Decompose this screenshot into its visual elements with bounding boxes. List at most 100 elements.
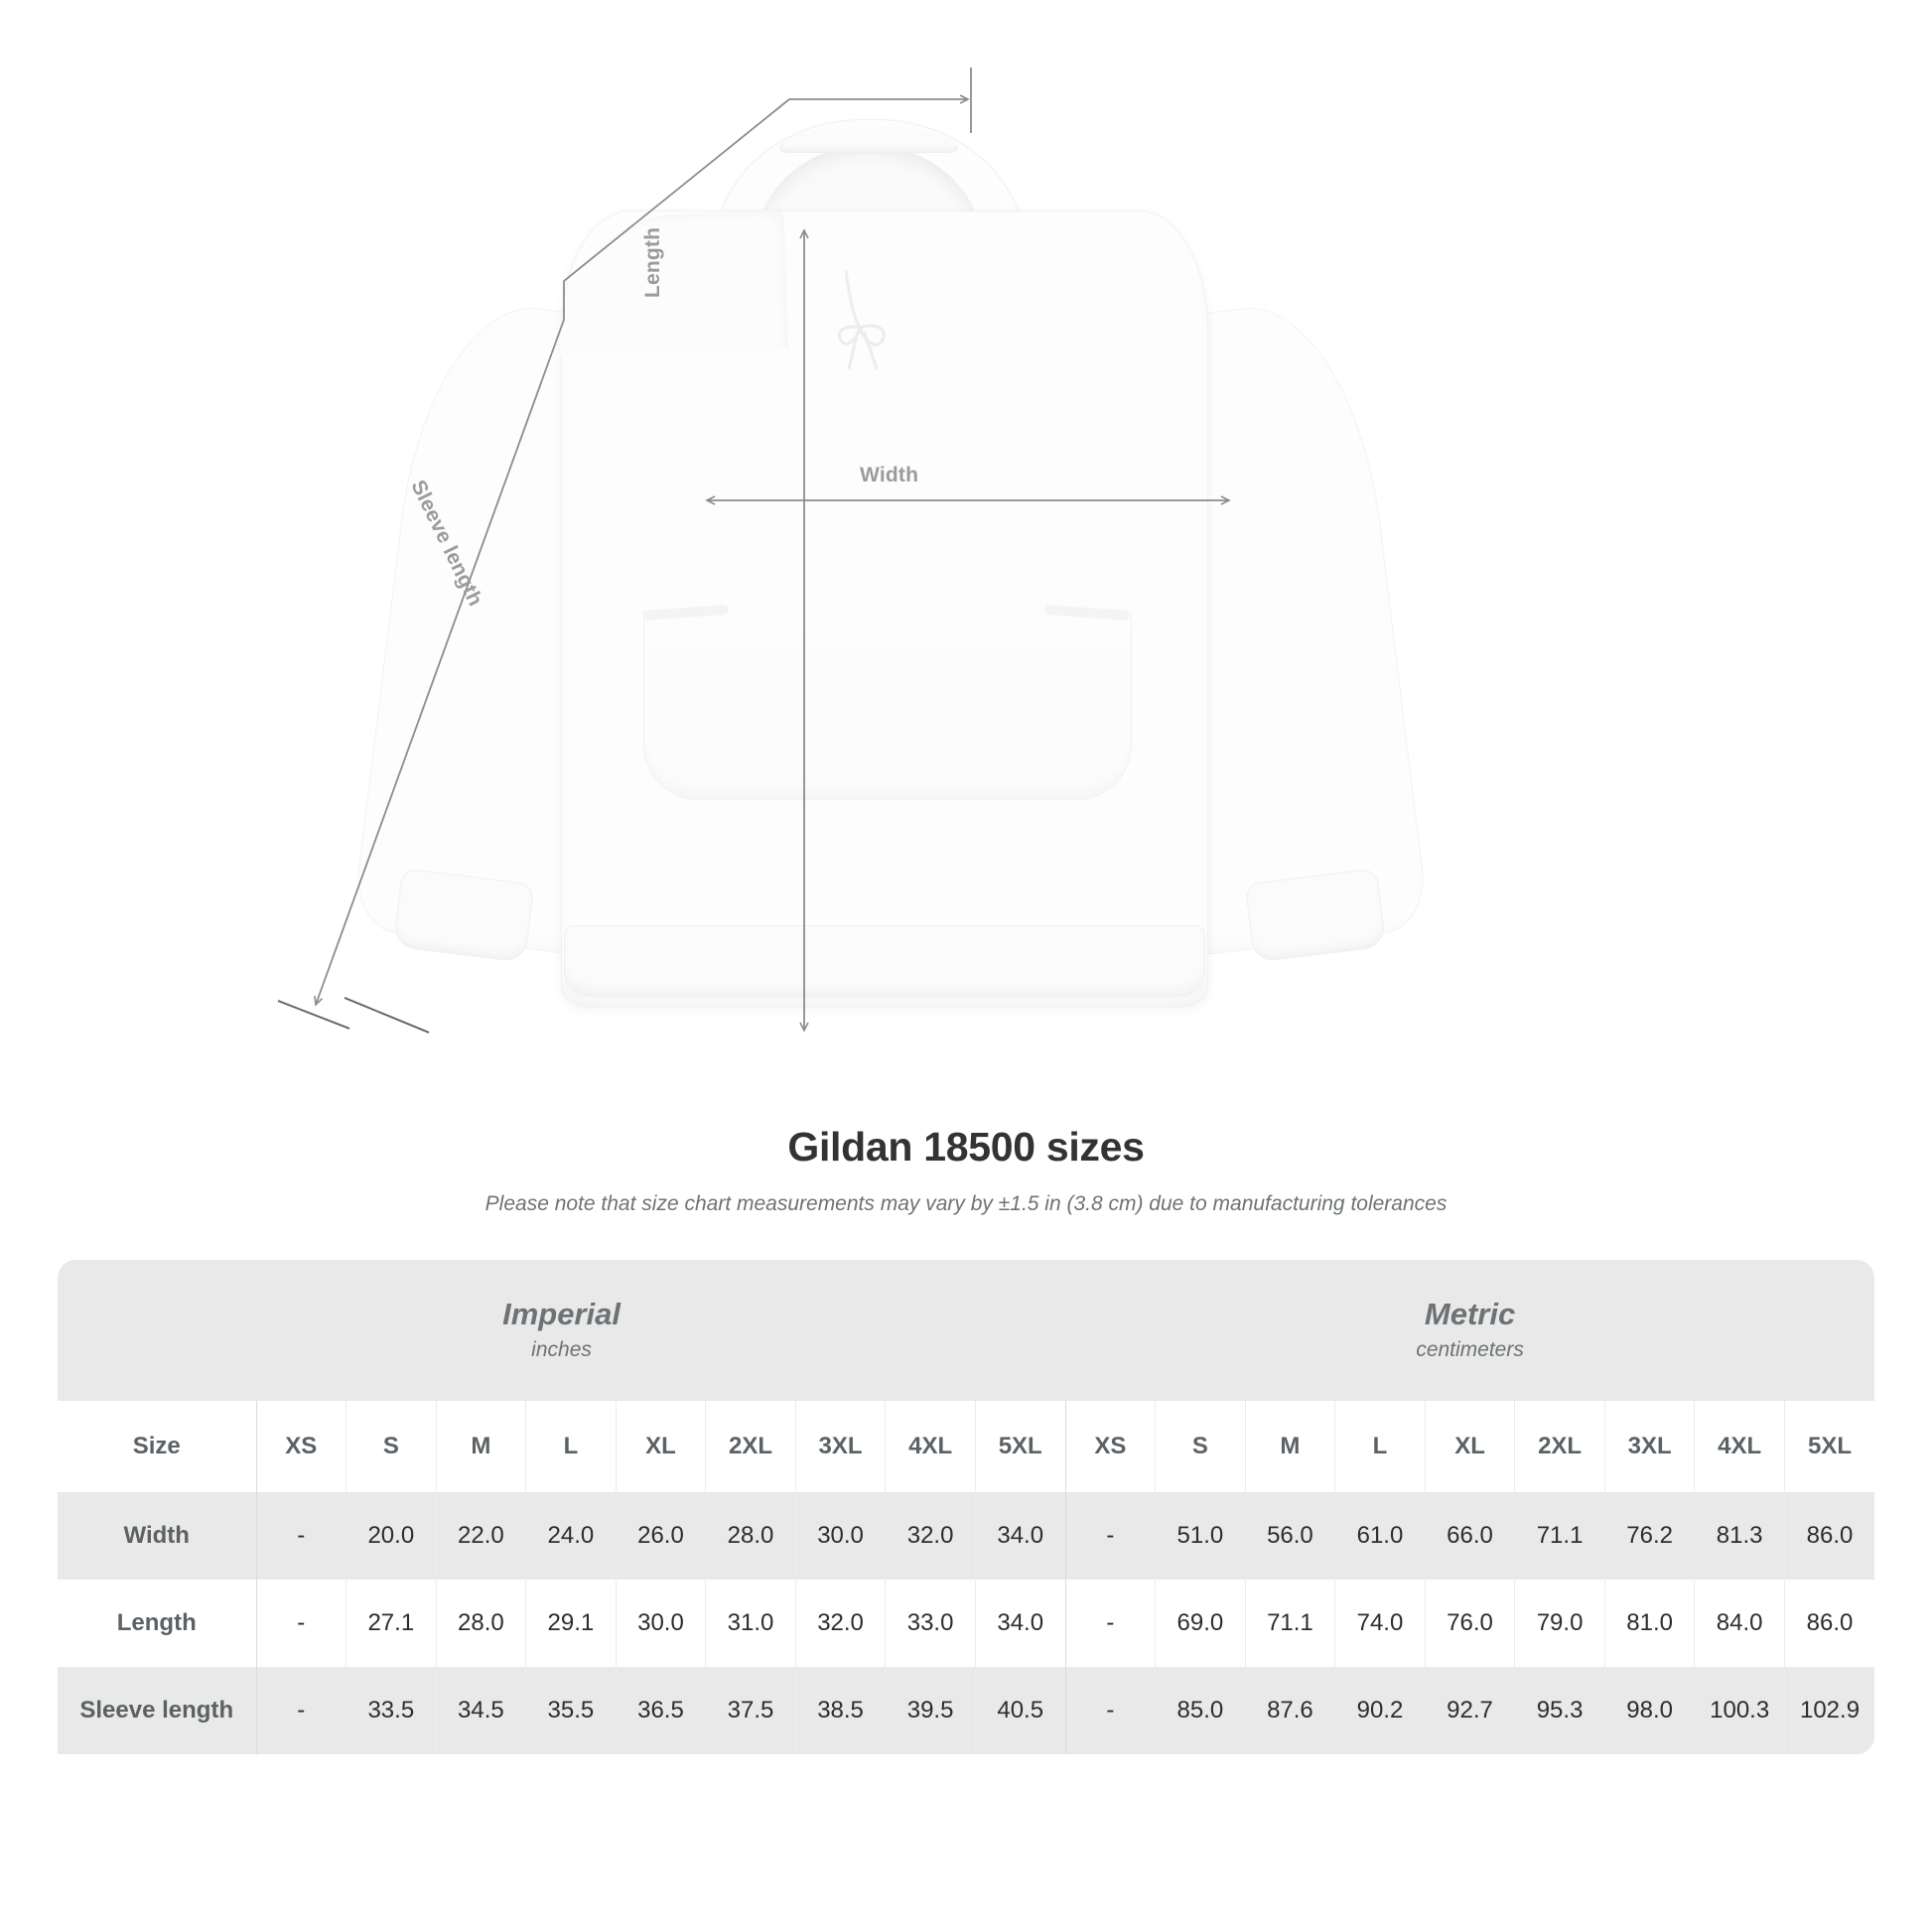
cell-imperial: 34.5 [436, 1667, 527, 1754]
imperial-unit-header: Imperial inches [58, 1260, 1066, 1401]
cell-metric: 84.0 [1694, 1580, 1785, 1667]
unit-header-row: Imperial inches Metric centimeters [58, 1260, 1875, 1401]
cell-metric: 81.3 [1694, 1492, 1785, 1580]
table-row: Length -27.1 28.0 29.1 30.0 31.0 32.0 33.0 34.0-… [58, 1580, 1875, 1667]
size-header-metric-s: S [1155, 1401, 1246, 1492]
cell-metric: 56.0 [1245, 1492, 1336, 1580]
size-header-metric-xl: XL [1425, 1401, 1516, 1492]
cell-metric: 76.2 [1604, 1492, 1696, 1580]
hoodie-right-cuff [1244, 868, 1387, 963]
cell-imperial: 38.5 [795, 1667, 887, 1754]
cell-metric: - [1065, 1580, 1157, 1667]
cell-metric: 74.0 [1334, 1580, 1426, 1667]
size-header-imperial-m: M [436, 1401, 527, 1492]
metric-unit-name: Metric [1424, 1296, 1516, 1331]
cell-metric: 66.0 [1425, 1492, 1516, 1580]
row-label-sleeve-length: Sleeve length [58, 1667, 257, 1754]
cell-imperial: 27.1 [345, 1580, 437, 1667]
size-header-metric-m: M [1245, 1401, 1336, 1492]
cell-imperial: 33.0 [885, 1580, 976, 1667]
tolerance-note: Please note that size chart measurements… [484, 1192, 1448, 1215]
hoodie-hood-ridge [779, 127, 958, 153]
cell-metric: 86.0 [1784, 1492, 1875, 1580]
cell-metric: 61.0 [1334, 1492, 1426, 1580]
hoodie-drawstring [837, 269, 886, 370]
cell-imperial: 20.0 [345, 1492, 437, 1580]
cell-imperial: 37.5 [705, 1667, 796, 1754]
cell-imperial: - [256, 1492, 347, 1580]
cell-metric: - [1065, 1667, 1157, 1754]
length-label: Length [641, 226, 664, 298]
size-header-imperial-l: L [525, 1401, 617, 1492]
size-header-imperial-3xl: 3XL [795, 1401, 887, 1492]
cell-metric: 100.3 [1694, 1667, 1785, 1754]
cell-metric: 71.1 [1514, 1492, 1605, 1580]
cell-metric: 81.0 [1604, 1580, 1696, 1667]
size-header-row: Size XS S M L XL 2XL 3XL 4XL 5XL XS S M L XL 2XL 3XL 4XL 5… [58, 1401, 1875, 1492]
cell-metric: 98.0 [1604, 1667, 1696, 1754]
size-header-imperial-s: S [345, 1401, 437, 1492]
hoodie-hem [564, 925, 1205, 997]
cell-imperial: 28.0 [705, 1492, 796, 1580]
cell-metric: 69.0 [1155, 1580, 1246, 1667]
row-label-width: Width [58, 1492, 257, 1580]
hoodie-kangaroo-pocket [643, 611, 1132, 800]
size-header-metric-5xl: 5XL [1784, 1401, 1875, 1492]
size-table-container: Imperial inches Metric centimeters Size X… [58, 1260, 1875, 1754]
cell-metric: 95.3 [1514, 1667, 1605, 1754]
width-label: Width [860, 464, 919, 486]
size-header-imperial-4xl: 4XL [885, 1401, 976, 1492]
size-header-metric-2xl: 2XL [1514, 1401, 1605, 1492]
page-title: Gildan 18500 sizes [787, 1124, 1145, 1170]
cell-imperial: 29.1 [525, 1580, 617, 1667]
size-header-metric-l: L [1334, 1401, 1426, 1492]
cell-imperial: 31.0 [705, 1580, 796, 1667]
cell-metric: 85.0 [1155, 1667, 1246, 1754]
cell-metric: 87.6 [1245, 1667, 1336, 1754]
imperial-unit-name: Imperial [502, 1296, 621, 1331]
row-label-length: Length [58, 1580, 257, 1667]
size-header-metric-4xl: 4XL [1694, 1401, 1785, 1492]
cell-imperial: 34.0 [975, 1492, 1066, 1580]
cell-imperial: - [256, 1580, 347, 1667]
size-header-imperial-5xl: 5XL [975, 1401, 1066, 1492]
cell-imperial: 26.0 [616, 1492, 707, 1580]
cell-imperial: 32.0 [795, 1580, 887, 1667]
cell-imperial: 24.0 [525, 1492, 617, 1580]
hoodie-left-cuff [392, 868, 535, 963]
cell-metric: 79.0 [1514, 1580, 1605, 1667]
cell-imperial: 39.5 [885, 1667, 976, 1754]
cell-metric: 71.1 [1245, 1580, 1336, 1667]
cell-imperial: 30.0 [616, 1580, 707, 1667]
hoodie-illustration [328, 119, 1449, 1072]
table-row: Width -20.0 22.0 24.0 26.0 28.0 30.0 32.0 34.0-5… [58, 1492, 1875, 1580]
cell-imperial: 36.5 [616, 1667, 707, 1754]
cell-metric: 102.9 [1784, 1667, 1875, 1754]
cell-imperial: - [256, 1667, 347, 1754]
cell-metric: 90.2 [1334, 1667, 1426, 1754]
cell-imperial: 22.0 [436, 1492, 527, 1580]
cell-imperial: 34.0 [975, 1580, 1066, 1667]
imperial-unit-sub: inches [531, 1337, 592, 1361]
metric-unit-header: Metric centimeters [1065, 1260, 1875, 1401]
size-header-metric-3xl: 3XL [1604, 1401, 1696, 1492]
cell-metric: 92.7 [1425, 1667, 1516, 1754]
cell-imperial: 35.5 [525, 1667, 617, 1754]
size-chart-table: Imperial inches Metric centimeters Size X… [58, 1260, 1875, 1754]
size-header-imperial-xs: XS [256, 1401, 347, 1492]
cell-imperial: 40.5 [975, 1667, 1066, 1754]
size-header-label: Size [58, 1401, 257, 1492]
cell-metric: 51.0 [1155, 1492, 1246, 1580]
cell-metric: 86.0 [1784, 1580, 1875, 1667]
cell-metric: - [1065, 1492, 1157, 1580]
metric-unit-sub: centimeters [1416, 1337, 1524, 1361]
cell-imperial: 30.0 [795, 1492, 887, 1580]
cell-imperial: 28.0 [436, 1580, 527, 1667]
cell-metric: 76.0 [1425, 1580, 1516, 1667]
size-header-imperial-2xl: 2XL [705, 1401, 796, 1492]
size-header-imperial-xl: XL [616, 1401, 707, 1492]
hoodie-diagram: Length Width Sleeve length [277, 68, 1449, 1072]
title-block: Gildan 18500 sizes Please note that size… [0, 1112, 1932, 1216]
size-header-metric-xs: XS [1065, 1401, 1157, 1492]
cell-imperial: 33.5 [345, 1667, 437, 1754]
